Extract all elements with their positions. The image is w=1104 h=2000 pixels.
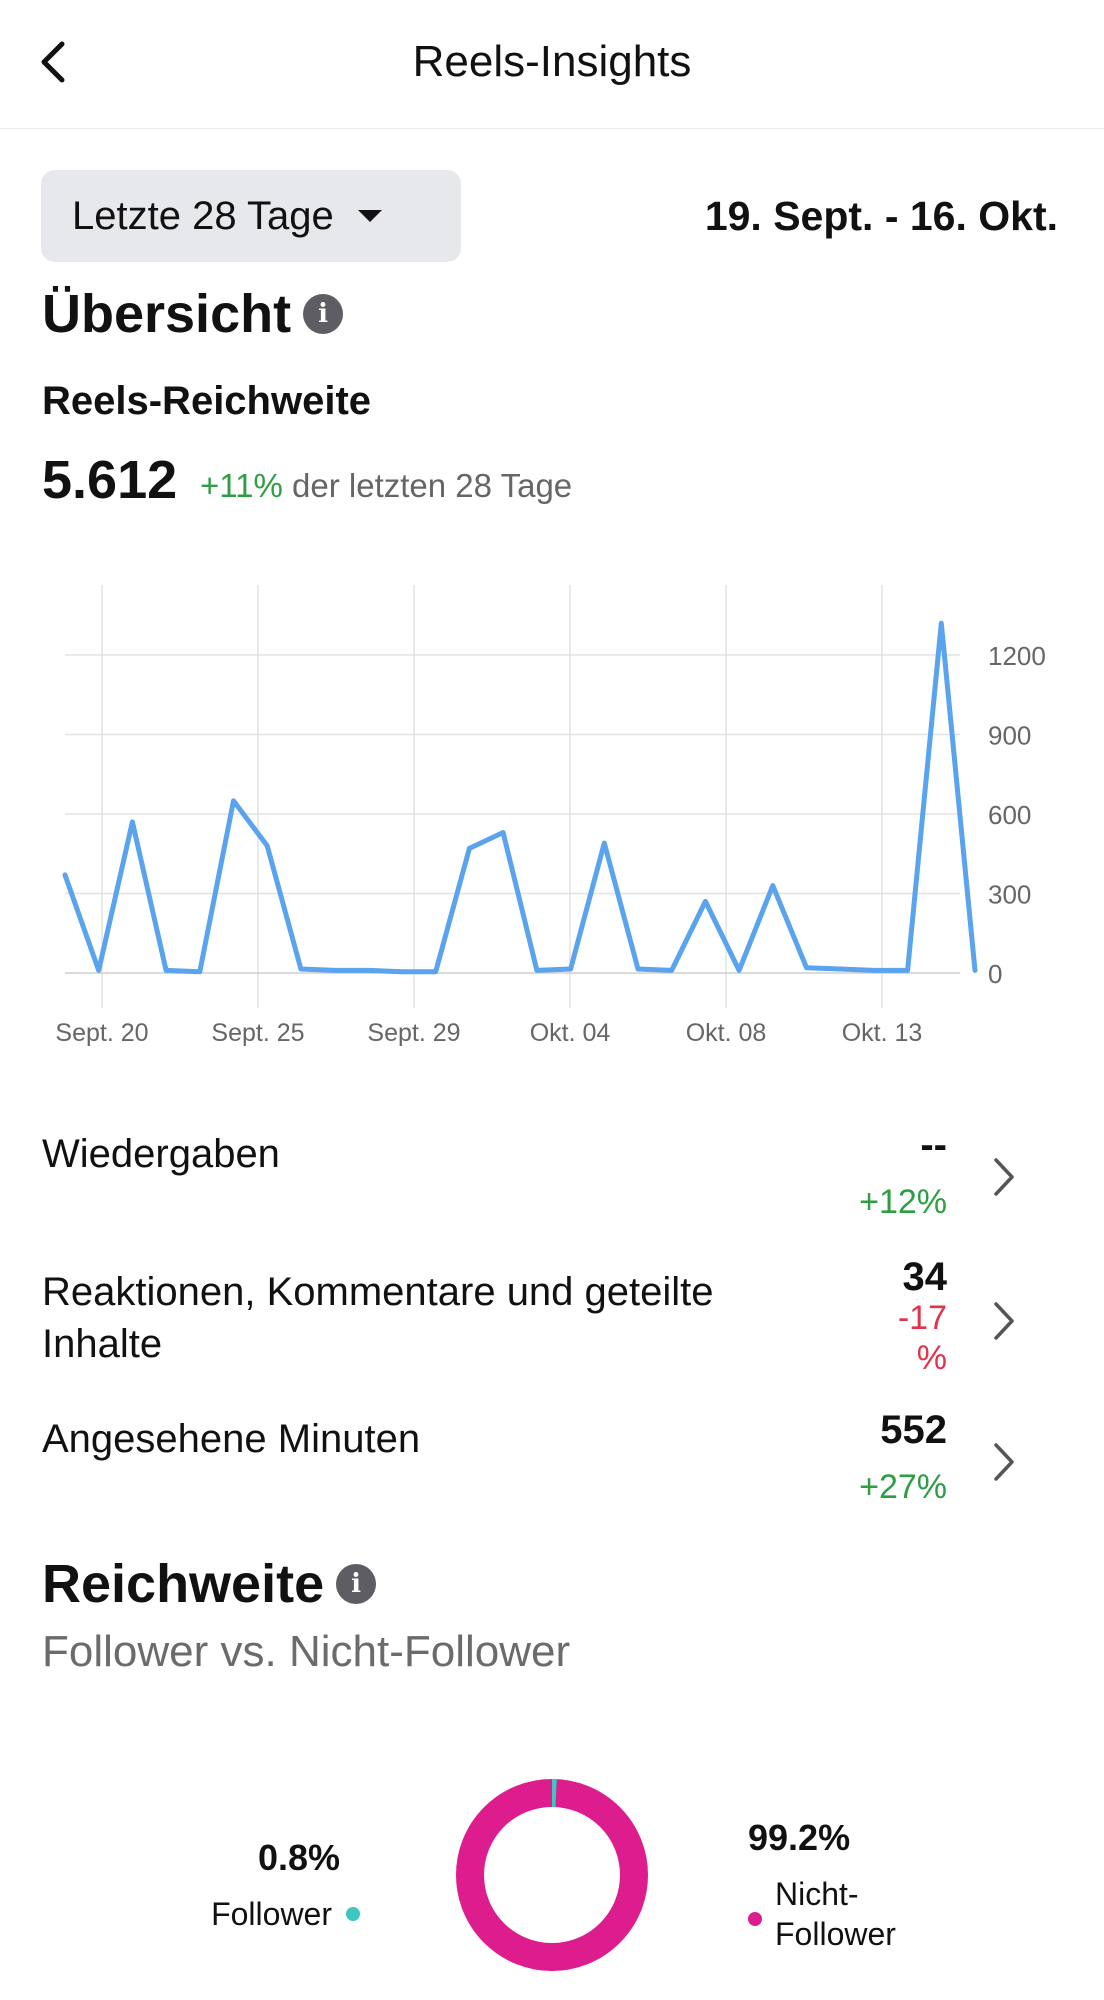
metric-label: Wiedergaben xyxy=(42,1132,280,1176)
reach-donut-chart xyxy=(456,1779,648,1971)
metric-delta-line2: % xyxy=(916,1339,947,1377)
follower-dot-icon xyxy=(346,1907,360,1921)
info-icon[interactable]: i xyxy=(303,294,344,334)
metric-value: 552 xyxy=(880,1408,947,1452)
metric-label-line1: Reaktionen, Kommentare und geteilte xyxy=(42,1270,714,1314)
reach-metric-delta-suffix: der letzten 28 Tage xyxy=(292,467,573,504)
reach-metric-delta-line: +11% der letzten 28 Tage xyxy=(200,462,572,510)
metric-row-minutes[interactable]: Angesehene Minuten 552 +27% xyxy=(42,1405,1062,1525)
x-tick-label: Okt. 08 xyxy=(686,1019,767,1047)
metric-row-interactions[interactable]: Reaktionen, Kommentare und geteilte Inha… xyxy=(42,1250,1062,1380)
follower-slice xyxy=(456,1779,648,1971)
caret-down-icon xyxy=(357,210,382,222)
y-tick-label: 1200 xyxy=(988,641,1046,671)
nonfollower-legend: Nicht- Follower xyxy=(748,1874,948,1954)
reach-metric-title: Reels-Reichweite xyxy=(42,379,372,423)
x-tick-label: Sept. 20 xyxy=(55,1019,148,1047)
follower-percent: 0.8% xyxy=(257,1837,340,1878)
metric-row-views[interactable]: Wiedergaben -- +12% xyxy=(42,1120,1062,1240)
x-tick-label: Okt. 04 xyxy=(530,1019,611,1047)
follower-legend: Follower xyxy=(150,1892,360,1936)
metric-value: 34 xyxy=(902,1255,948,1299)
reach-line-chart: 1200 900 600 300 0 Sept. 20 Sept. 25 Sept. 29 Ok… xyxy=(55,585,1046,1047)
date-range-text: 19. Sept. - 16. Okt. xyxy=(704,193,1058,239)
x-tick-label: Okt. 13 xyxy=(842,1019,923,1047)
reach-metric-value: 5.612 xyxy=(42,450,178,510)
chevron-left-icon xyxy=(41,41,65,83)
nonfollower-label-line1: Nicht- xyxy=(775,1876,859,1912)
date-range-dropdown-label: Letzte 28 Tage xyxy=(72,194,334,238)
header-bar xyxy=(0,0,1104,129)
chevron-right-icon xyxy=(994,1443,1014,1481)
y-tick-label: 600 xyxy=(988,800,1031,830)
nonfollower-slice xyxy=(456,1779,648,1971)
metric-delta: +12% xyxy=(859,1183,947,1221)
metric-delta: +27% xyxy=(859,1468,947,1506)
x-tick-label: Sept. 29 xyxy=(367,1019,460,1047)
x-tick-label: Sept. 25 xyxy=(211,1019,304,1047)
nonfollower-dot-icon xyxy=(748,1912,762,1926)
reach-section-title: Reichweite i xyxy=(42,1552,377,1616)
chevron-right-icon xyxy=(994,1302,1014,1340)
reach-title: Reichweite xyxy=(42,1554,325,1614)
info-icon[interactable]: i xyxy=(336,1564,377,1604)
metric-delta-line1: -17 xyxy=(897,1299,947,1337)
reach-metric-delta: +11% xyxy=(200,467,283,504)
nonfollower-label-line2: Follower xyxy=(775,1916,896,1952)
y-tick-label: 300 xyxy=(988,880,1031,910)
metric-label: Angesehene Minuten xyxy=(42,1417,421,1461)
reach-subtitle: Follower vs. Nicht-Follower xyxy=(42,1627,571,1676)
follower-label: Follower xyxy=(211,1896,332,1932)
nonfollower-percent: 99.2% xyxy=(748,1817,851,1858)
date-range-dropdown[interactable]: Letzte 28 Tage xyxy=(41,170,461,262)
metric-label-line2: Inhalte xyxy=(42,1322,163,1366)
overview-title: Übersicht xyxy=(42,284,292,344)
y-tick-label: 900 xyxy=(988,721,1031,751)
chevron-right-icon xyxy=(994,1158,1014,1196)
overview-section-title: Übersicht i xyxy=(42,282,344,346)
back-button[interactable] xyxy=(36,30,96,94)
page-title: Reels-Insights xyxy=(412,37,692,86)
metric-value: -- xyxy=(920,1123,947,1167)
series-line xyxy=(62,620,978,975)
y-tick-label: 0 xyxy=(988,959,1002,989)
